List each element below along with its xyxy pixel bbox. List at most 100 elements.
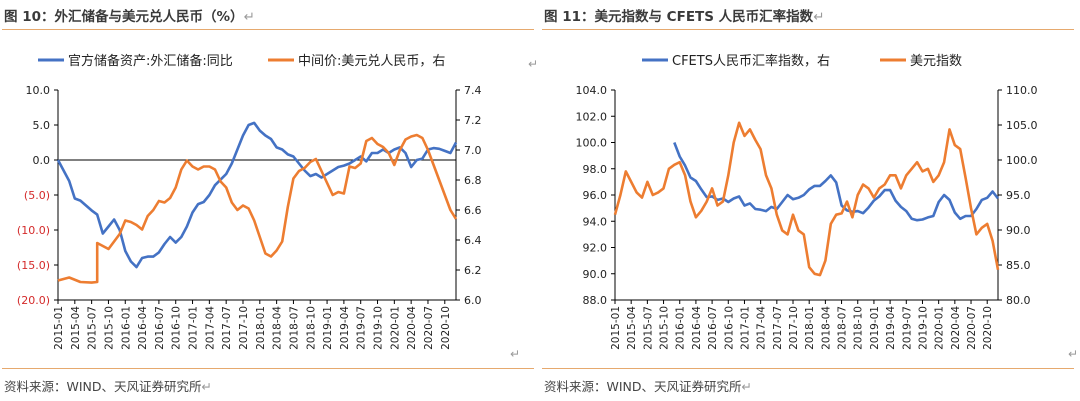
right-y-tick-label: 105.0 xyxy=(1006,119,1038,132)
x-tick-label: 2018-10 xyxy=(305,306,317,350)
left-y-tick-label: 88.0 xyxy=(583,294,608,307)
x-tick-label: 2016-04 xyxy=(137,306,149,350)
left-y-tick-label: (20.0) xyxy=(17,294,50,307)
figure-10-panel: 图 10：外汇储备与美元兑人民币（%）↵ 10.0 5.0 0.0 (5.0) (10.… xyxy=(2,9,538,394)
right-y-tick-label: 85.0 xyxy=(1006,259,1031,272)
x-tick-label: 2016-07 xyxy=(154,306,166,350)
figure-11-source-rule xyxy=(542,368,1074,369)
x-tick-label: 2015-10 xyxy=(103,306,115,350)
x-tick-label: 2016-01 xyxy=(675,306,687,350)
figure-10-chart: 10.0 5.0 0.0 (5.0) (10.0) (15.0) (20.0) 7.4 7.2 7… xyxy=(17,53,538,361)
right-y-tick-label: 6.8 xyxy=(464,174,482,187)
x-tick-label: 2016-04 xyxy=(691,306,703,350)
x-tick-label: 2015-04 xyxy=(70,306,82,350)
x-tick-label: 2016-07 xyxy=(707,306,719,350)
left-y-tick-label: 100.0 xyxy=(576,137,608,150)
right-y-tick-label: 80.0 xyxy=(1006,294,1031,307)
right-y-tick-label: 6.0 xyxy=(464,294,482,307)
figure-10-title: 图 10：外汇储备与美元兑人民币（%）↵ xyxy=(4,9,255,25)
series-line-2 xyxy=(57,133,458,284)
right-y-tick-label: 110.0 xyxy=(1006,84,1038,97)
right-y-tick-label: 95.0 xyxy=(1006,189,1031,202)
series-line-1 xyxy=(56,121,458,269)
figure-11-source: 资料来源：WIND、天风证券研究所↵ xyxy=(544,379,753,394)
x-tick-label: 2018-04 xyxy=(272,306,284,350)
x-tick-label: 2017-01 xyxy=(739,306,751,350)
left-y-tick-label: (5.0) xyxy=(24,189,50,202)
x-tick-label: 2015-04 xyxy=(626,306,638,350)
x-tick-label: 2016-01 xyxy=(120,306,132,350)
x-tick-label: 2020-10 xyxy=(982,306,994,350)
x-tick-label: 2019-10 xyxy=(373,306,385,350)
x-tick-label: 2017-10 xyxy=(788,306,800,350)
x-tick-label: 2020-07 xyxy=(966,306,978,350)
x-tick-label: 2020-04 xyxy=(406,306,418,350)
legend-label: CFETS人民币汇率指数，右 xyxy=(672,53,830,69)
x-tick-label: 2015-07 xyxy=(642,306,654,350)
right-y-tick-label: 100.0 xyxy=(1006,154,1038,167)
figure-11-panel: 图 11：美元指数与 CFETS 人民币汇率指数↵ 104.0 102.0 100.… xyxy=(540,0,1080,401)
x-tick-label: 2019-07 xyxy=(356,306,368,350)
left-y-tick-label: 102.0 xyxy=(576,110,608,123)
figure-11-title: 图 11：美元指数与 CFETS 人民币汇率指数↵ xyxy=(544,9,825,25)
left-y-tick-label: 92.0 xyxy=(583,242,608,255)
x-tick-label: 2020-01 xyxy=(934,306,946,350)
x-tick-label: 2015-01 xyxy=(610,306,622,350)
x-tick-label: 2017-07 xyxy=(221,306,233,350)
x-tick-label: 2018-10 xyxy=(853,306,865,350)
left-y-tick-label: (10.0) xyxy=(17,224,50,237)
figure-11-title-rule xyxy=(542,29,1074,30)
left-y-tick-label: 0.0 xyxy=(33,154,51,167)
x-tick-label: 2020-07 xyxy=(423,306,435,350)
left-y-tick-label: 10.0 xyxy=(26,84,51,97)
x-tick-label: 2017-04 xyxy=(204,306,216,350)
right-y-tick-label: 6.6 xyxy=(464,204,482,217)
x-tick-label: 2019-01 xyxy=(322,306,334,350)
x-tick-label: 2018-07 xyxy=(288,306,300,350)
x-tick-label: 2020-01 xyxy=(389,306,401,350)
x-tick-label: 2019-07 xyxy=(901,306,913,350)
x-tick-label: 2020-10 xyxy=(440,306,452,350)
x-tick-label: 2015-07 xyxy=(87,306,99,350)
right-y-tick-label: 6.2 xyxy=(464,264,482,277)
x-tick-label: 2018-04 xyxy=(820,306,832,350)
x-tick-label: 2015-10 xyxy=(659,306,671,350)
right-y-tick-label: 6.4 xyxy=(464,234,482,247)
x-tick-label: 2018-01 xyxy=(804,306,816,350)
x-tick-label: 2018-07 xyxy=(837,306,849,350)
left-y-tick-label: 90.0 xyxy=(583,268,608,281)
left-y-tick-label: (15.0) xyxy=(17,259,50,272)
figure-10-title-rule xyxy=(2,29,534,30)
right-y-tick-label: 7.0 xyxy=(464,144,482,157)
left-y-tick-label: 94.0 xyxy=(583,215,608,228)
x-tick-label: 2019-10 xyxy=(917,306,929,350)
x-tick-label: 2020-04 xyxy=(950,306,962,350)
left-y-tick-label: 5.0 xyxy=(33,119,51,132)
legend-label: 美元指数 xyxy=(910,54,962,69)
x-tick-label: 2018-01 xyxy=(255,306,267,350)
x-tick-label: 2017-10 xyxy=(238,306,250,350)
left-y-tick-label: 96.0 xyxy=(583,189,608,202)
left-y-tick-label: 104.0 xyxy=(576,84,608,97)
legend-label: 中间价:美元兑人民币，右 xyxy=(298,54,445,69)
figure-10-source: 资料来源：WIND、天风证券研究所↵ xyxy=(4,379,213,394)
figure-10-source-rule xyxy=(2,368,534,369)
right-y-tick-label: 7.4 xyxy=(464,84,482,97)
x-tick-label: 2017-01 xyxy=(188,306,200,350)
return-mark: ↵ xyxy=(1068,347,1078,361)
right-y-tick-label: 7.2 xyxy=(464,114,482,127)
x-tick-label: 2017-04 xyxy=(756,306,768,350)
legend-label: 官方储备资产:外汇储备:同比 xyxy=(68,53,233,69)
return-mark: ↵ xyxy=(528,57,538,71)
series-line-1 xyxy=(673,142,1000,222)
x-tick-label: 2019-01 xyxy=(869,306,881,350)
x-tick-label: 2019-04 xyxy=(885,306,897,350)
x-tick-label: 2015-01 xyxy=(53,306,65,350)
x-tick-label: 2017-07 xyxy=(772,306,784,350)
x-tick-label: 2019-04 xyxy=(339,306,351,350)
x-tick-label: 2016-10 xyxy=(723,306,735,350)
right-y-tick-label: 90.0 xyxy=(1006,224,1031,237)
left-y-tick-label: 98.0 xyxy=(583,163,608,176)
series-line-2 xyxy=(613,121,1000,277)
figure-11-chart: 104.0 102.0 100.0 98.0 96.0 94.0 92.0 90.0 88.0 1… xyxy=(576,53,1079,361)
